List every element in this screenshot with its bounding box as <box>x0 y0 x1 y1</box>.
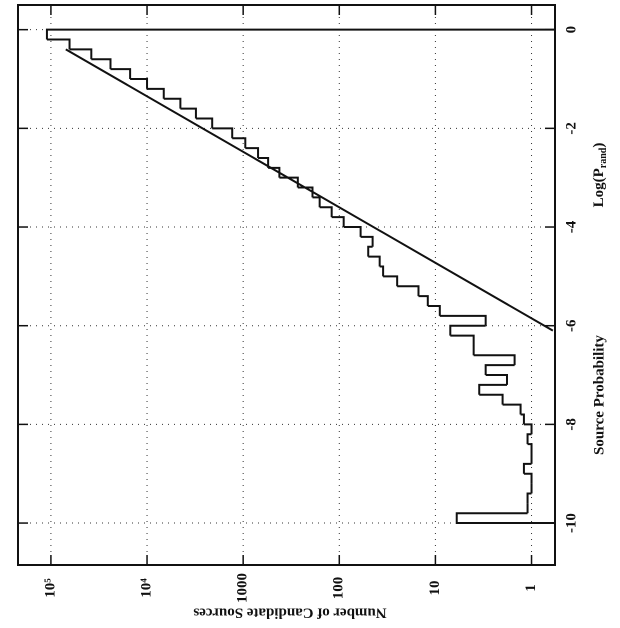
histogram-bin <box>45 28 555 40</box>
histogram-bin <box>449 324 486 336</box>
histogram-bin <box>91 58 112 70</box>
histogram-bin <box>319 206 333 218</box>
histogram-bin <box>383 275 399 287</box>
histogram-bin <box>312 196 321 208</box>
histogram-bin <box>379 265 385 277</box>
y-tick-label: 100 <box>331 577 347 600</box>
histogram-bin <box>485 374 508 385</box>
histogram-bin <box>502 403 522 415</box>
histogram-bin <box>232 137 247 149</box>
x-tick-label: -2 <box>563 122 579 135</box>
x-axis-label: Source Probability <box>591 335 607 455</box>
y-tick-label: 1000 <box>235 573 251 603</box>
fit-line <box>65 48 554 332</box>
histogram-bin <box>473 354 516 366</box>
histogram-bin <box>397 285 420 297</box>
histogram-bin <box>130 78 149 89</box>
histogram-bin <box>527 443 533 454</box>
y-tick-label: 10⁴ <box>138 578 154 598</box>
x-tick-label: -6 <box>563 319 579 332</box>
x-tick-label: 0 <box>563 26 579 33</box>
histogram-bin <box>523 423 533 435</box>
histogram-bin <box>147 87 165 99</box>
y-tick-label: 10 <box>427 581 443 596</box>
histogram-bin <box>297 186 314 198</box>
histogram-bin <box>195 117 214 129</box>
x-axis-variable: Log(Prand) <box>591 143 609 208</box>
histogram-bin <box>484 364 515 376</box>
histogram-bin <box>46 38 71 50</box>
histogram-bin <box>331 216 345 228</box>
x-axis-variable-end: ) <box>591 143 607 148</box>
histogram-bin <box>343 226 362 237</box>
histogram-bin <box>526 433 532 445</box>
plot-frame <box>17 4 556 566</box>
histogram-bin <box>245 147 260 158</box>
y-axis-label: Number of Candidate Sources <box>193 605 386 621</box>
x-tick-label: -8 <box>563 418 579 431</box>
x-axis-variable-sub: rand <box>598 147 609 168</box>
histogram-bin <box>522 462 532 474</box>
histogram-bin <box>523 472 533 484</box>
histogram-bin <box>478 383 507 395</box>
y-tick-label: 10⁵ <box>42 578 58 598</box>
histogram-bin <box>258 156 270 168</box>
histogram-bin <box>69 48 93 60</box>
x-tick-label: -4 <box>563 220 579 233</box>
histogram-bin <box>450 334 475 346</box>
histogram-bin <box>368 255 381 267</box>
histogram-bin <box>367 245 373 257</box>
x-axis-variable-main: Log(P <box>591 168 607 207</box>
histogram-bin <box>479 393 504 405</box>
histogram-bin <box>110 68 132 80</box>
x-tick-label: -10 <box>563 513 579 533</box>
histogram-bin <box>455 512 555 525</box>
histogram-bin <box>180 107 197 119</box>
histogram-bin <box>439 314 487 326</box>
histogram-bin <box>418 295 429 306</box>
histogram-bin <box>163 97 182 109</box>
histogram-bin <box>520 413 525 425</box>
y-tick-label: 1 <box>523 584 539 592</box>
histogram-bin <box>526 492 532 504</box>
histogram-bin <box>427 304 441 316</box>
histogram-bin <box>360 235 374 247</box>
histogram-bin <box>212 127 234 139</box>
